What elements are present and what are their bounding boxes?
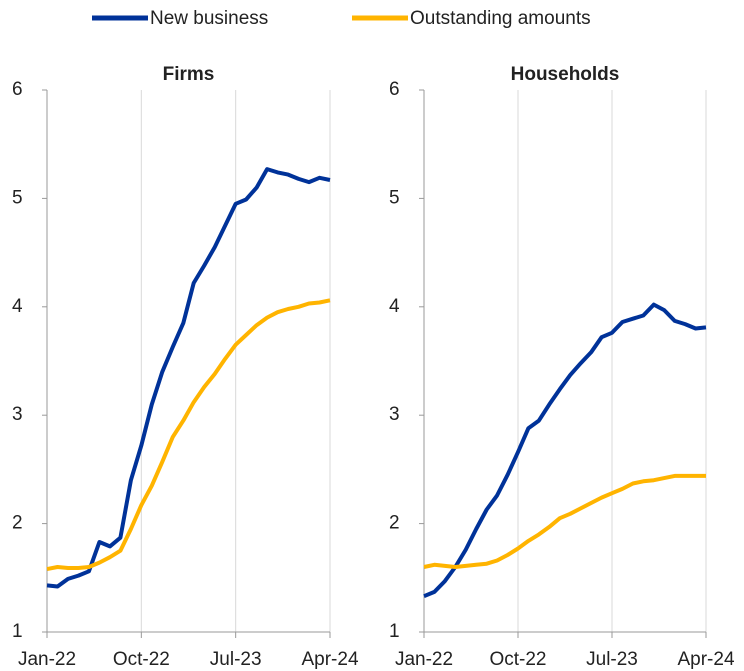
- y-tick-label: 6: [389, 79, 400, 100]
- x-tick-label: Jan-22: [395, 649, 453, 670]
- y-tick-label: 2: [12, 513, 23, 534]
- y-tick-label: 3: [12, 404, 23, 425]
- y-tick-label: 5: [389, 187, 400, 208]
- chart-title: Households: [511, 64, 620, 85]
- y-tick-label: 3: [389, 404, 400, 425]
- x-tick-label: Apr-24: [301, 649, 358, 670]
- x-tick-label: Jan-22: [18, 649, 76, 670]
- chart-title: Firms: [163, 64, 215, 85]
- y-tick-label: 1: [389, 621, 400, 642]
- y-tick-label: 5: [12, 187, 23, 208]
- y-tick-label: 2: [389, 513, 400, 534]
- line-series: [423, 302, 707, 599]
- x-tick-label: Jul-23: [210, 649, 262, 670]
- line-series: [46, 167, 331, 589]
- x-tick-label: Oct-22: [489, 649, 546, 670]
- x-tick-label: Jul-23: [586, 649, 638, 670]
- y-tick-label: 4: [389, 296, 400, 317]
- legend-label: New business: [150, 8, 268, 29]
- x-tick-label: Apr-24: [677, 649, 734, 670]
- y-tick-label: 1: [12, 621, 23, 642]
- line-series: [423, 473, 706, 569]
- line-series: [46, 298, 331, 572]
- x-tick-label: Oct-22: [113, 649, 170, 670]
- legend-label: Outstanding amounts: [410, 8, 591, 29]
- y-tick-label: 6: [12, 79, 23, 100]
- y-tick-label: 4: [12, 296, 23, 317]
